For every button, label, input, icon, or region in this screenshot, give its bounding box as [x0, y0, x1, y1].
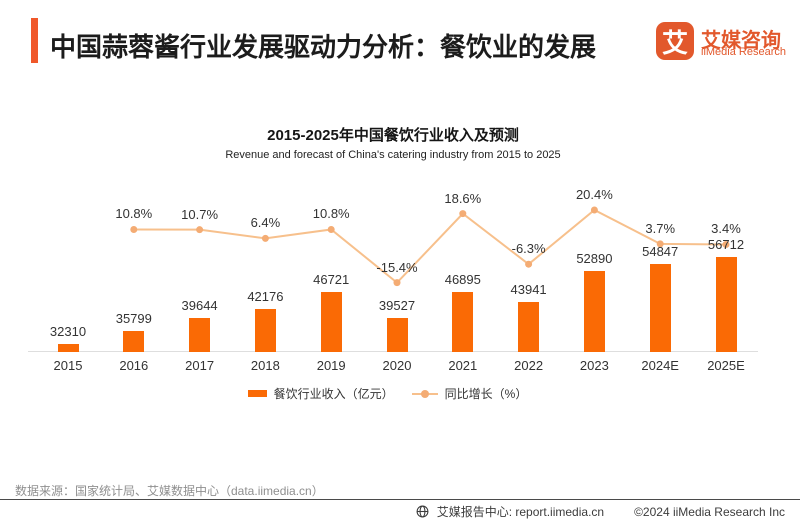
x-tick-2024E: 2024E	[641, 358, 679, 373]
value-label-2024E: 54847	[642, 243, 679, 259]
bar-2023	[583, 270, 605, 352]
bar-2025E	[715, 256, 737, 352]
bar-2020	[386, 318, 408, 352]
footer-report-center: 艾媒报告中心: report.iimedia.cn	[436, 505, 605, 519]
x-tick-2017: 2017	[185, 358, 215, 373]
value-label-2018: 42176	[247, 288, 284, 304]
bar-2017	[189, 317, 211, 352]
footer-divider	[0, 499, 800, 500]
value-label-2015: 32310	[49, 323, 87, 339]
legend-line-label: 同比增长（%）	[444, 387, 528, 401]
x-tick-2020: 2020	[382, 358, 412, 373]
value-label-2021: 46895	[444, 271, 481, 287]
growth-label-2021: 18.6%	[444, 190, 482, 206]
data-source-note: 数据来源：国家统计局、艾媒数据中心（data.iimedia.cn）	[15, 484, 324, 498]
value-label-2022: 43941	[510, 282, 547, 298]
growth-label-2019: 10.8%	[312, 206, 350, 222]
x-tick-2021: 2021	[448, 358, 478, 373]
footer: 艾媒报告中心: report.iimedia.cn ©2024 iiMedia …	[416, 503, 785, 520]
x-tick-2016: 2016	[119, 358, 149, 373]
chart-subtitle: Revenue and forecast of China's catering…	[225, 149, 561, 161]
value-label-2016: 35799	[115, 311, 152, 327]
x-tick-2023: 2023	[579, 358, 609, 373]
iimedia-logo-icon: 艾	[656, 22, 694, 60]
page-title: 中国蒜蓉酱行业发展驱动力分析：餐饮业的发展	[50, 32, 597, 62]
chart-title: 2015-2025年中国餐饮行业收入及预测	[267, 127, 519, 144]
bar-2021	[452, 291, 474, 352]
logo-name-en: iiMedia Research	[701, 46, 786, 58]
growth-label-2016: 10.8%	[115, 206, 153, 222]
globe-icon	[416, 505, 429, 518]
value-label-2019: 46721	[313, 272, 350, 288]
chart-canvas: 32310 2015 35799 2016 10.8% 39644 2017 10.7% 421…	[28, 186, 758, 373]
growth-label-2025E: 3.4%	[711, 221, 741, 237]
growth-label-2024E: 3.7%	[645, 220, 676, 236]
legend: 餐饮行业收入（亿元） 同比增长（%）	[0, 385, 775, 402]
title-accent-bar	[31, 18, 38, 63]
logo-name-cn: 艾媒咨询	[701, 30, 781, 52]
x-tick-2025E: 2025E	[707, 358, 745, 373]
legend-bar-label: 餐饮行业收入（亿元）	[273, 387, 394, 401]
legend-item-growth: 同比增长（%）	[411, 385, 528, 402]
line-swatch-icon	[411, 389, 438, 398]
growth-label-2018: 6.4%	[250, 215, 281, 231]
footer-copyright: ©2024 iiMedia Research Inc	[634, 504, 785, 519]
bar-swatch-icon	[247, 390, 267, 397]
x-tick-2019: 2019	[316, 358, 346, 373]
value-label-2025E: 56712	[707, 236, 745, 252]
bar-2022	[518, 302, 540, 352]
x-tick-2015: 2015	[53, 358, 83, 373]
x-tick-2022: 2022	[514, 358, 544, 373]
value-label-2020: 39527	[378, 298, 416, 314]
bar-2015	[57, 343, 79, 352]
value-label-2023: 52890	[576, 250, 613, 266]
bar-2018	[254, 308, 276, 352]
bar-2019	[320, 292, 342, 352]
growth-label-2023: 20.4%	[575, 186, 613, 202]
growth-label-2017: 10.7%	[181, 206, 219, 222]
bar-2016	[123, 331, 145, 352]
value-label-2017: 39644	[181, 297, 218, 313]
x-tick-2018: 2018	[250, 358, 280, 373]
growth-label-2020: -15.4%	[376, 259, 418, 275]
bar-2024E	[649, 263, 671, 352]
legend-item-revenue: 餐饮行业收入（亿元）	[247, 385, 394, 402]
growth-label-2022: -6.3%	[511, 241, 546, 257]
